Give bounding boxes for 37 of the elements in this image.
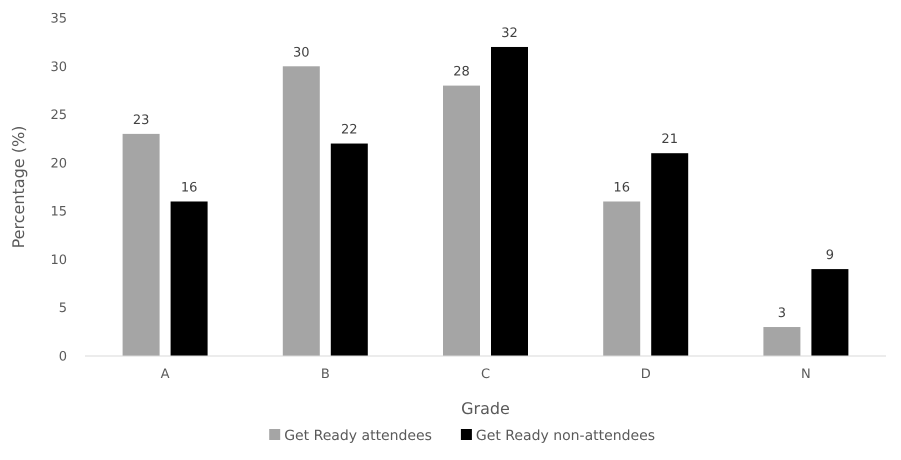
- data-label: 28: [453, 64, 470, 80]
- y-tick-label: 0: [58, 350, 67, 364]
- y-tick-label: 5: [58, 301, 67, 316]
- data-label: 30: [293, 45, 310, 60]
- y-tick-label: 25: [50, 108, 67, 124]
- data-label: 3: [778, 306, 786, 322]
- y-axis-title: Percentage (%): [9, 126, 28, 248]
- bar: [282, 66, 320, 356]
- data-label: 32: [501, 26, 518, 41]
- legend-label: Get Ready non-attendees: [476, 428, 656, 444]
- bar: [651, 153, 688, 356]
- data-label: 22: [341, 122, 358, 138]
- bar: [122, 134, 160, 356]
- y-tick-label: 20: [50, 156, 67, 172]
- data-label: 9: [826, 248, 834, 264]
- x-tick-label: B: [320, 367, 330, 382]
- y-tick-label: 35: [50, 12, 67, 26]
- bar: [443, 86, 480, 356]
- x-axis-title: Grade: [461, 399, 510, 418]
- data-label: 23: [132, 112, 150, 128]
- bar: [763, 327, 800, 356]
- x-tick-label: N: [801, 367, 811, 382]
- y-tick-label: 30: [50, 60, 67, 75]
- y-tick-label: 15: [50, 204, 67, 220]
- bar: [330, 144, 368, 356]
- bar: [811, 269, 848, 356]
- data-label: 16: [613, 180, 630, 196]
- x-tick-label: A: [160, 367, 170, 382]
- y-tick-label: 10: [50, 252, 67, 268]
- bar: [170, 201, 208, 356]
- bar: [491, 46, 528, 356]
- data-label: 16: [180, 180, 198, 196]
- data-label: 21: [661, 132, 678, 148]
- x-tick-label: D: [640, 367, 651, 382]
- bar: [603, 201, 640, 356]
- legend-label: Get Ready attendees: [284, 428, 432, 444]
- x-tick-label: C: [480, 367, 490, 382]
